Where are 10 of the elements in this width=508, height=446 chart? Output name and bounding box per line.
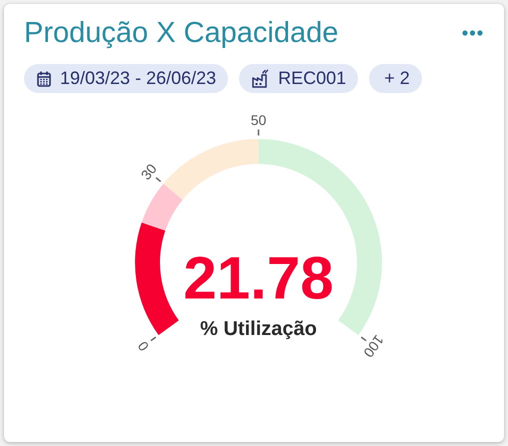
text: 21.78 — [183, 244, 334, 312]
text: REC001 — [278, 68, 346, 89]
text: % Utilização — [200, 318, 317, 340]
chart-title: Produção X Capacidade — [24, 16, 338, 50]
text: 19/03/23 - 26/06/23 — [60, 68, 216, 89]
text: 100 — [360, 332, 388, 361]
text: + 2 — [384, 68, 410, 89]
text: 30 — [138, 160, 160, 183]
text: 50 — [250, 112, 266, 128]
text: 0 — [134, 338, 152, 354]
